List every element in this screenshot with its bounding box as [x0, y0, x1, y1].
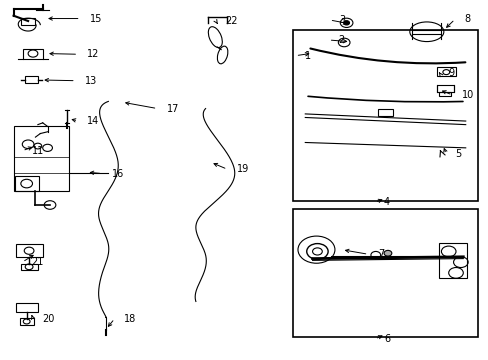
Text: 18: 18 [123, 314, 136, 324]
Bar [436, 67, 455, 76]
Bar [438, 243, 466, 278]
Text: 7: 7 [377, 249, 383, 259]
Text: 19: 19 [236, 164, 248, 174]
Bar [14, 126, 69, 191]
Text: 13: 13 [85, 76, 97, 86]
Text: 4: 4 [383, 197, 389, 207]
Text: 1: 1 [304, 51, 310, 61]
Text: 17: 17 [166, 104, 179, 113]
Text: 20: 20 [42, 314, 55, 324]
Text: 22: 22 [224, 16, 237, 26]
Text: 21: 21 [31, 257, 44, 267]
Text: 14: 14 [87, 116, 100, 126]
Text: 12: 12 [87, 49, 100, 59]
Bar [23, 49, 42, 59]
Text: 5: 5 [455, 149, 461, 159]
Bar [21, 264, 38, 270]
Bar [377, 109, 392, 116]
Bar [25, 76, 38, 83]
Text: 16: 16 [112, 168, 124, 179]
Bar [16, 303, 38, 312]
Bar [16, 244, 42, 257]
Circle shape [383, 250, 391, 256]
Bar [15, 176, 39, 191]
Text: 15: 15 [90, 14, 102, 23]
Bar [436, 85, 453, 93]
Bar [292, 30, 477, 202]
Text: 3: 3 [338, 15, 344, 25]
Bar [438, 93, 450, 96]
Text: 6: 6 [383, 334, 389, 344]
Text: 10: 10 [461, 90, 473, 100]
Circle shape [343, 21, 349, 25]
Bar [292, 208, 477, 337]
Bar [21, 18, 35, 24]
Bar [20, 318, 34, 325]
Text: 11: 11 [31, 146, 44, 156]
Text: 8: 8 [463, 14, 469, 24]
Text: 2: 2 [337, 35, 344, 45]
Text: 9: 9 [448, 68, 454, 78]
